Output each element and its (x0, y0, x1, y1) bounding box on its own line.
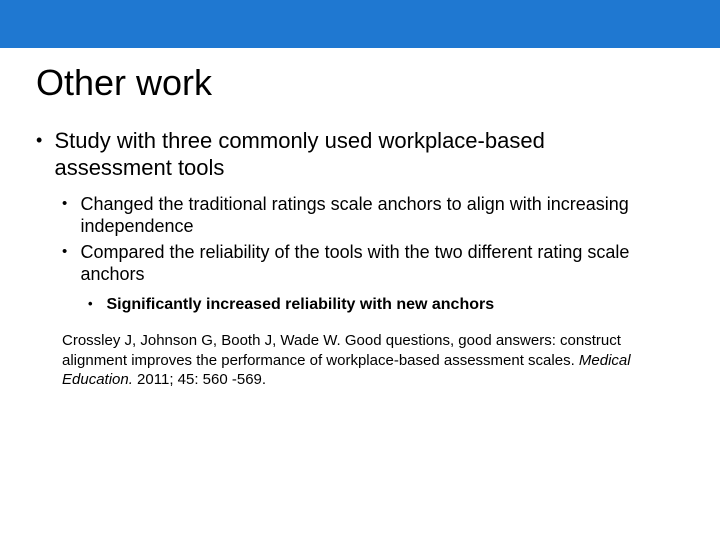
bullet-icon: • (62, 194, 76, 212)
bullet-list-level-2: • Changed the traditional ratings scale … (62, 194, 684, 316)
bullet-icon: • (62, 242, 76, 260)
citation-rest: 2011; 45: 560 -569. (133, 371, 266, 388)
list-item: • Compared the reliability of the tools … (62, 242, 684, 316)
citation: Crossley J, Johnson G, Booth J, Wade W. … (62, 331, 652, 390)
citation-authors-title: Crossley J, Johnson G, Booth J, Wade W. … (62, 332, 621, 369)
bullet-icon: • (36, 128, 50, 151)
bullet-text: Study with three commonly used workplace… (54, 128, 662, 182)
bullet-text: Compared the reliability of the tools wi… (80, 242, 660, 286)
accent-top-bar (0, 0, 720, 48)
bullet-list-level-3: • Significantly increased reliability wi… (88, 295, 684, 315)
list-item: • Changed the traditional ratings scale … (62, 194, 684, 238)
list-item: • Significantly increased reliability wi… (88, 295, 684, 315)
slide-title: Other work (36, 62, 684, 104)
bullet-text: Significantly increased reliability with… (106, 295, 656, 315)
bullet-text: Changed the traditional ratings scale an… (80, 194, 660, 238)
list-item: • Study with three commonly used workpla… (36, 128, 684, 390)
bullet-list-level-1: • Study with three commonly used workpla… (36, 128, 684, 390)
bullet-icon: • (88, 295, 102, 311)
slide-content: Other work • Study with three commonly u… (0, 48, 720, 390)
